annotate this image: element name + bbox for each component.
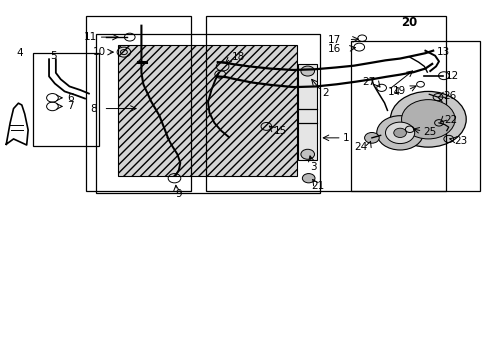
Text: 1: 1 [342,133,348,143]
Bar [351,41,479,191]
Text: 21: 21 [311,181,324,191]
Text: 22: 22 [443,115,456,125]
Text: 26: 26 [442,91,455,101]
Text: 27: 27 [362,77,375,87]
Circle shape [376,116,423,150]
Circle shape [401,100,454,139]
Text: 14: 14 [386,87,400,97]
Text: 17: 17 [327,35,340,45]
Text: 20: 20 [400,16,416,29]
Text: 18: 18 [231,52,244,62]
Bar [205,16,446,191]
Text: 19: 19 [392,86,405,96]
Circle shape [300,66,314,76]
Bar [96,33,319,193]
Text: 5: 5 [50,51,57,61]
Circle shape [364,132,378,143]
Circle shape [385,122,414,144]
Bar [118,45,296,176]
Text: 24: 24 [353,142,366,152]
Text: 15: 15 [273,126,286,136]
Text: 9: 9 [175,189,182,199]
Text: 6: 6 [67,93,74,103]
Bar [33,53,99,146]
Text: 8: 8 [90,104,97,113]
Text: 11: 11 [83,32,97,42]
Circle shape [389,91,465,147]
Bar [297,64,317,160]
Circle shape [302,174,314,183]
Text: 13: 13 [436,47,449,57]
Text: 23: 23 [454,136,467,146]
Text: 4: 4 [16,48,22,58]
Text: 16: 16 [327,44,340,54]
Text: 25: 25 [423,127,436,137]
Circle shape [300,149,314,159]
Bar [86,16,191,191]
Circle shape [393,128,406,138]
Text: 2: 2 [322,88,328,98]
Text: 12: 12 [445,71,458,81]
Text: 7: 7 [67,102,74,111]
Text: 3: 3 [309,162,316,172]
Text: 10: 10 [92,47,105,57]
